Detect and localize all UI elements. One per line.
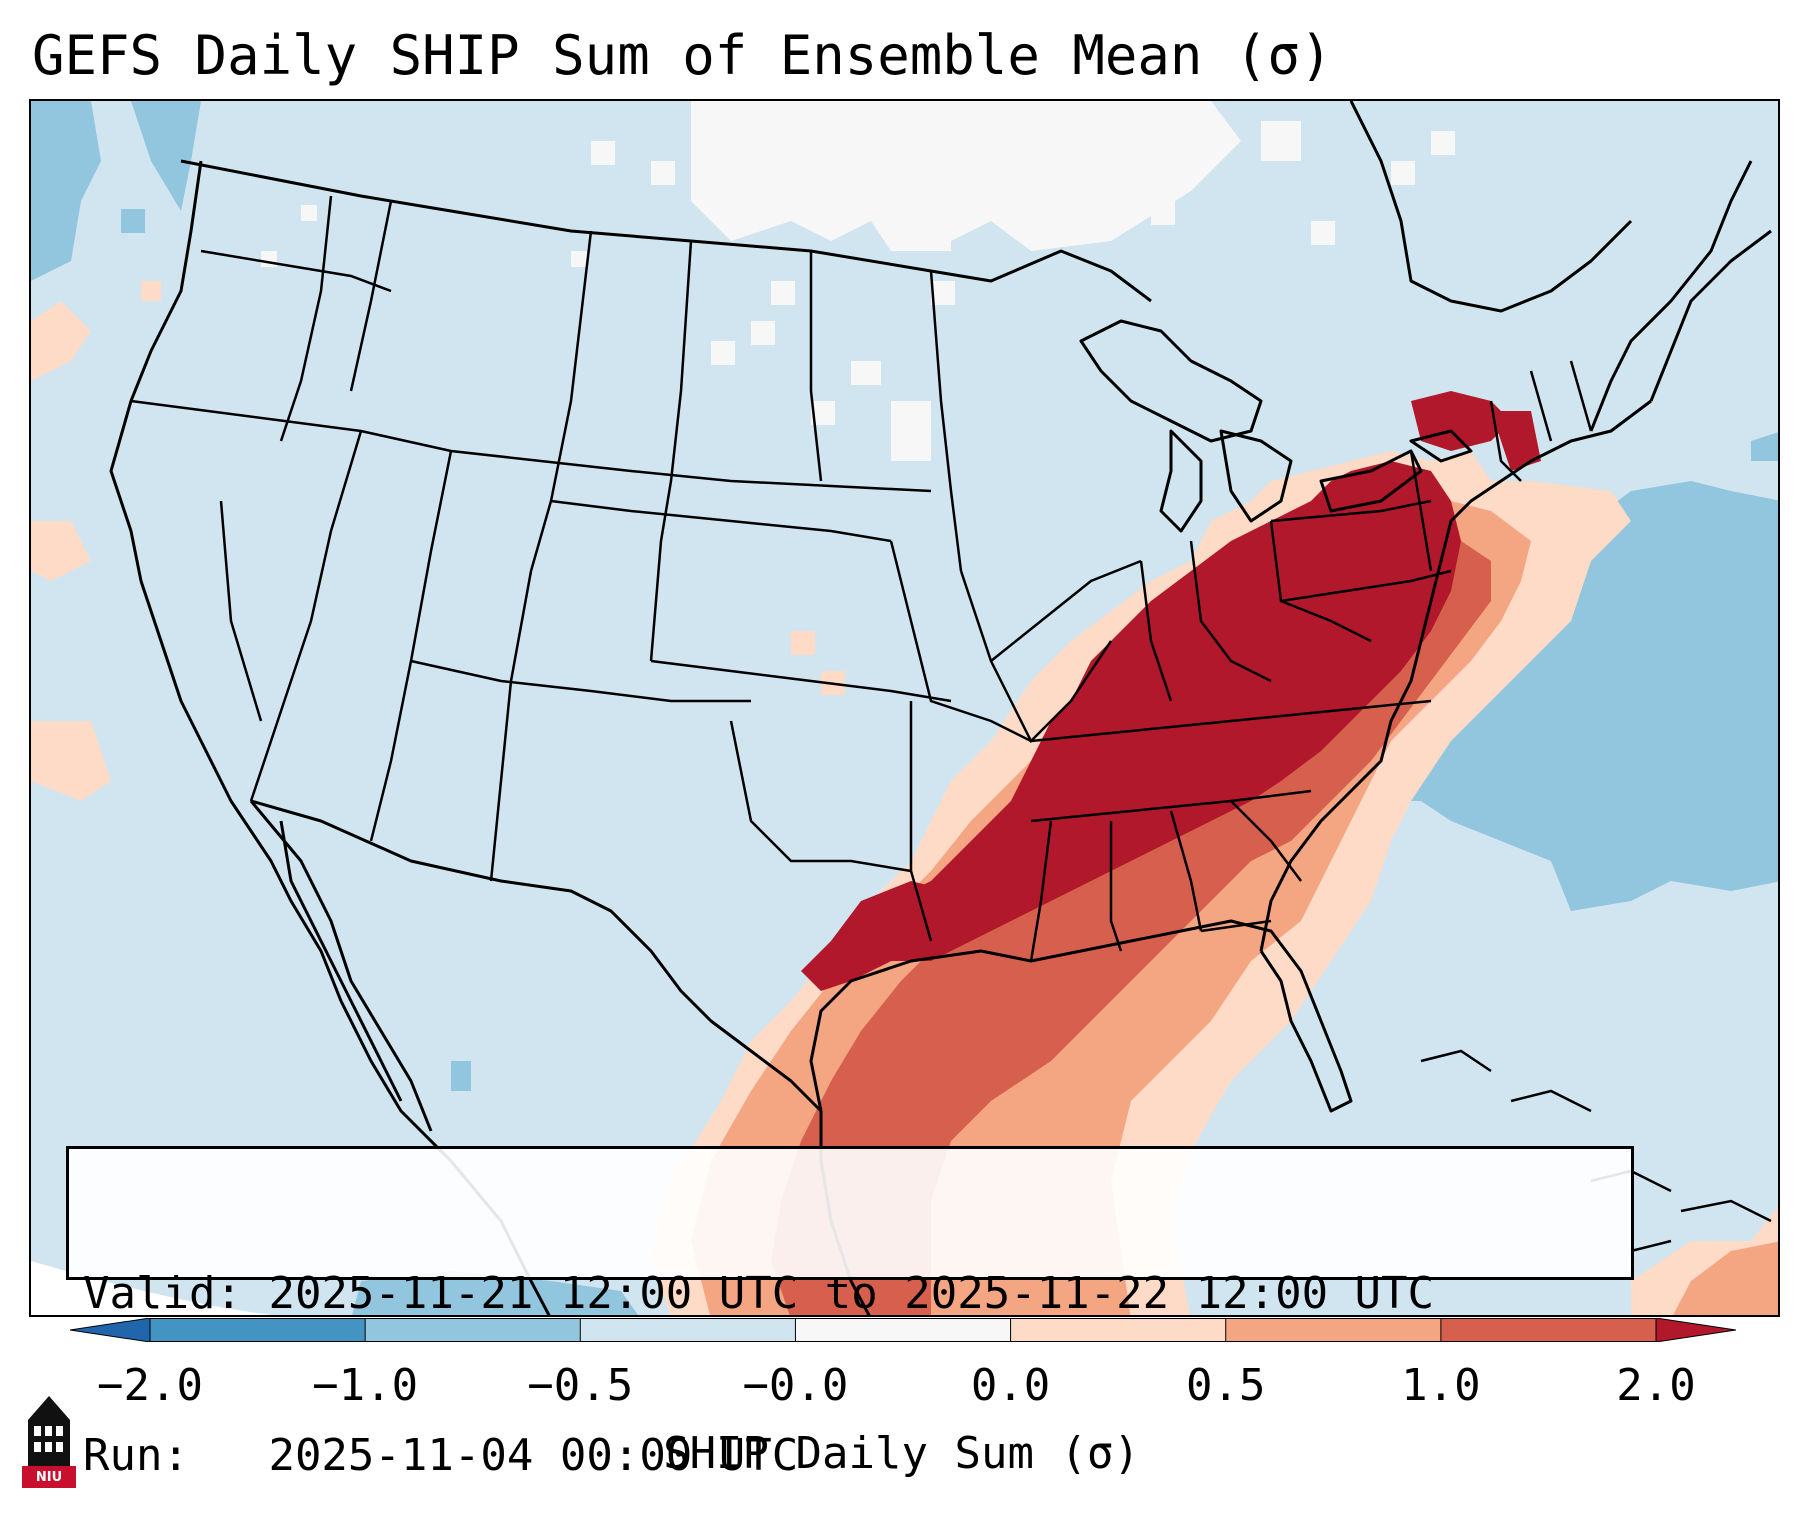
run-line: Run: 2025-11-04 00:00 UTC — [83, 1429, 1631, 1483]
colorbar-bin — [795, 1318, 1012, 1342]
chart-title: GEFS Daily SHIP Sum of Ensemble Mean (σ) — [32, 24, 1333, 87]
run-label: Run: — [83, 1430, 189, 1481]
map-panel — [29, 99, 1780, 1317]
colorbar — [70, 1318, 1736, 1342]
extreme-positive-area — [801, 391, 1541, 991]
colorbar-tick-label: 0.0 — [970, 1360, 1051, 1411]
university-tower-icon — [22, 1396, 76, 1488]
negative-patches — [31, 101, 1778, 1315]
country-borders — [109, 101, 1772, 1315]
colorbar-bin — [1440, 1318, 1657, 1342]
colorbar-tick-label: −1.0 — [312, 1360, 419, 1411]
colorbar-bin — [365, 1318, 581, 1342]
colorbar-bin — [580, 1318, 796, 1342]
colorbar-under-arrow — [70, 1318, 151, 1342]
colorbar-label: SHIP Daily Sum (σ) — [663, 1428, 1140, 1479]
colorbar-over-arrow — [1655, 1318, 1736, 1342]
valid-value: 2025-11-21 12:00 UTC to 2025-11-22 12:00… — [268, 1268, 1435, 1319]
colorbar-tick-label: −0.0 — [742, 1360, 849, 1411]
colorbar-bin — [1225, 1318, 1442, 1342]
colorbar-bin — [1010, 1318, 1227, 1342]
colorbar-bin — [150, 1318, 366, 1342]
colorbar-tick-label: −0.5 — [527, 1360, 634, 1411]
colorbar-tick-label: 1.0 — [1401, 1360, 1481, 1411]
valid-run-info-box: Valid: 2025-11-21 12:00 UTC to 2025-11-2… — [66, 1146, 1634, 1481]
logo-text: NIU — [35, 1470, 63, 1485]
colorbar-bins — [149, 1318, 1657, 1342]
run-value: 2025-11-04 00:00 UTC — [268, 1430, 799, 1481]
valid-line: Valid: 2025-11-21 12:00 UTC to 2025-11-2… — [83, 1267, 1631, 1321]
state-borders — [130, 195, 1593, 962]
valid-label: Valid: — [83, 1268, 242, 1319]
colorbar-tick-label: 0.5 — [1185, 1360, 1266, 1411]
colorbar-tick-label: −2.0 — [97, 1360, 203, 1411]
near-zero-patches — [261, 101, 1455, 461]
ship-field-map — [31, 101, 1778, 1315]
colorbar-tick-label: 2.0 — [1616, 1360, 1696, 1411]
